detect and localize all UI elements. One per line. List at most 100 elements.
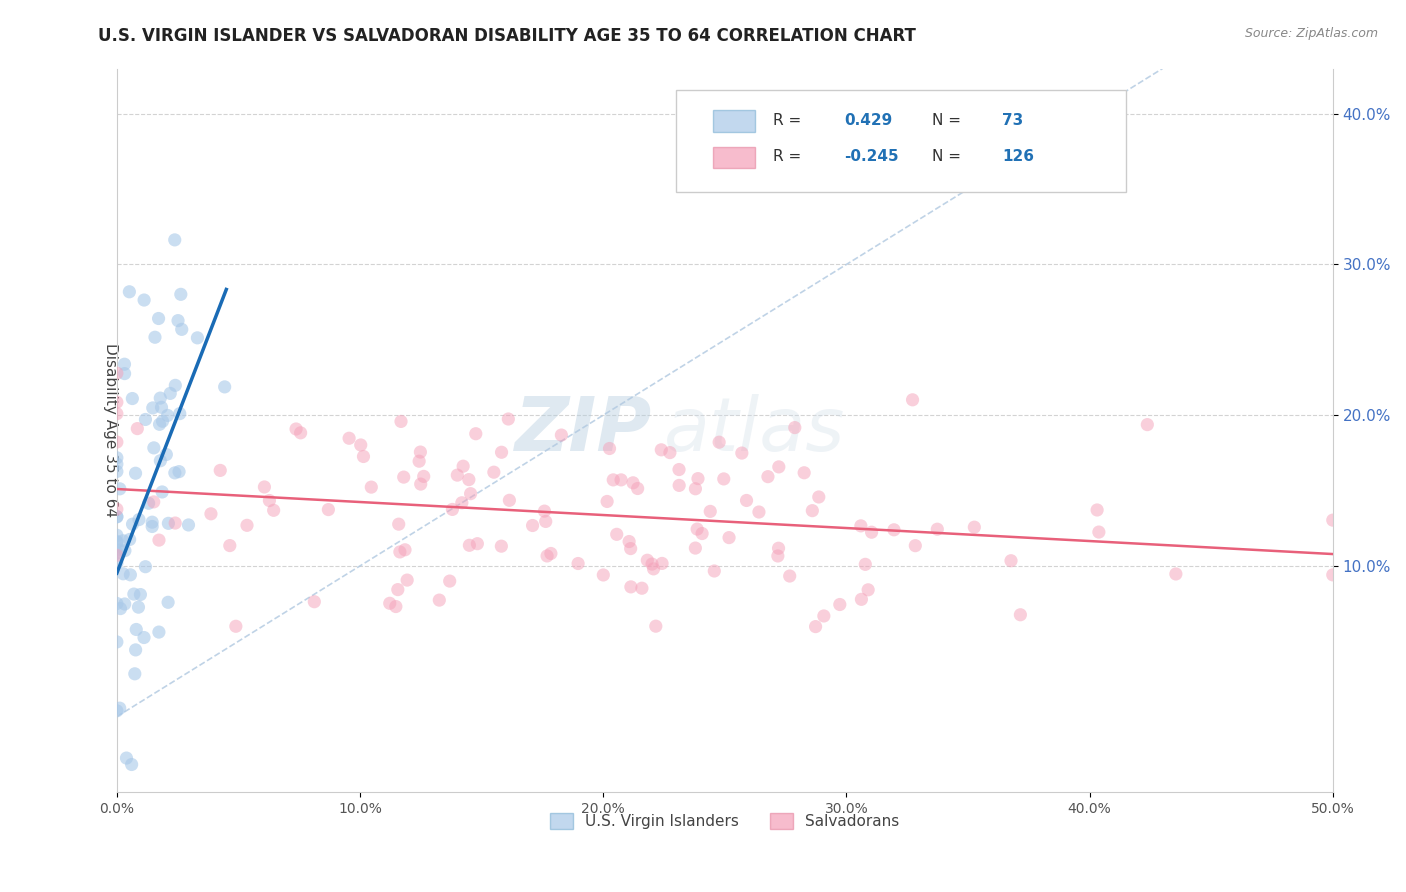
- Point: [385, 599, 408, 614]
- Point: [148, 311, 170, 326]
- Point: [550, 428, 572, 442]
- Point: [105, 813, 128, 827]
- Point: [304, 595, 326, 609]
- Point: [105, 457, 128, 471]
- Point: [108, 482, 131, 496]
- Point: [236, 518, 259, 533]
- Point: [467, 537, 489, 551]
- Point: [115, 751, 138, 765]
- Point: [360, 480, 382, 494]
- Point: [105, 450, 128, 465]
- Point: [170, 287, 193, 301]
- Point: [731, 446, 754, 460]
- Point: [163, 466, 186, 480]
- Point: [263, 503, 285, 517]
- Point: [105, 556, 128, 570]
- Legend: U.S. Virgin Islanders, Salvadorans: U.S. Virgin Islanders, Salvadorans: [544, 806, 905, 835]
- Point: [651, 557, 673, 571]
- Point: [378, 596, 401, 610]
- Point: [592, 568, 614, 582]
- Text: R =: R =: [773, 113, 801, 128]
- Point: [290, 425, 312, 440]
- Point: [200, 507, 222, 521]
- Point: [225, 619, 247, 633]
- Point: [1322, 513, 1344, 527]
- Point: [927, 522, 949, 536]
- Point: [127, 600, 149, 615]
- Point: [621, 475, 644, 490]
- FancyBboxPatch shape: [713, 146, 755, 169]
- Point: [165, 516, 187, 530]
- Point: [353, 450, 375, 464]
- Point: [170, 322, 193, 336]
- Point: [627, 482, 650, 496]
- Point: [105, 509, 128, 524]
- Point: [883, 523, 905, 537]
- Point: [748, 505, 770, 519]
- Point: [636, 553, 658, 567]
- Point: [1000, 554, 1022, 568]
- Point: [713, 472, 735, 486]
- Text: U.S. VIRGIN ISLANDER VS SALVADORAN DISABILITY AGE 35 TO 64 CORRELATION CHART: U.S. VIRGIN ISLANDER VS SALVADORAN DISAB…: [98, 27, 917, 45]
- Point: [165, 378, 187, 392]
- Point: [596, 494, 619, 508]
- Point: [650, 442, 672, 457]
- Point: [828, 598, 851, 612]
- Point: [105, 535, 128, 549]
- Point: [163, 233, 186, 247]
- Point: [460, 486, 482, 500]
- Point: [606, 527, 628, 541]
- Point: [105, 546, 128, 560]
- Point: [441, 502, 464, 516]
- Point: [387, 582, 409, 597]
- Point: [644, 619, 666, 633]
- Point: [105, 635, 128, 649]
- Point: [699, 504, 721, 518]
- Point: [118, 285, 141, 299]
- Point: [813, 609, 835, 624]
- FancyBboxPatch shape: [713, 111, 755, 132]
- Point: [125, 623, 148, 637]
- Text: -0.245: -0.245: [844, 149, 898, 164]
- Point: [851, 592, 873, 607]
- Point: [439, 574, 461, 588]
- Point: [105, 528, 128, 542]
- Point: [169, 407, 191, 421]
- Point: [149, 454, 172, 468]
- Point: [122, 587, 145, 601]
- Point: [134, 412, 156, 426]
- Point: [602, 473, 624, 487]
- Point: [127, 421, 149, 435]
- Text: 0.429: 0.429: [844, 113, 893, 128]
- Point: [112, 566, 135, 581]
- Text: ZIP: ZIP: [515, 393, 652, 467]
- Point: [108, 543, 131, 558]
- Point: [1164, 566, 1187, 581]
- Point: [533, 504, 555, 518]
- Point: [620, 541, 643, 556]
- Point: [149, 391, 172, 405]
- Text: Source: ZipAtlas.com: Source: ZipAtlas.com: [1244, 27, 1378, 40]
- Point: [491, 539, 513, 553]
- Point: [901, 392, 924, 407]
- Point: [804, 619, 827, 633]
- Point: [658, 445, 681, 459]
- Point: [142, 401, 165, 415]
- Point: [155, 448, 177, 462]
- Point: [807, 490, 830, 504]
- Text: R =: R =: [773, 149, 801, 164]
- Point: [1010, 607, 1032, 622]
- Point: [150, 401, 173, 415]
- Point: [482, 465, 505, 479]
- Point: [138, 496, 160, 510]
- Point: [766, 549, 789, 563]
- Point: [142, 441, 165, 455]
- Point: [141, 515, 163, 529]
- Point: [114, 543, 136, 558]
- Point: [214, 380, 236, 394]
- Point: [498, 493, 520, 508]
- Point: [285, 422, 308, 436]
- Point: [152, 414, 174, 428]
- Point: [186, 331, 208, 345]
- Point: [464, 426, 486, 441]
